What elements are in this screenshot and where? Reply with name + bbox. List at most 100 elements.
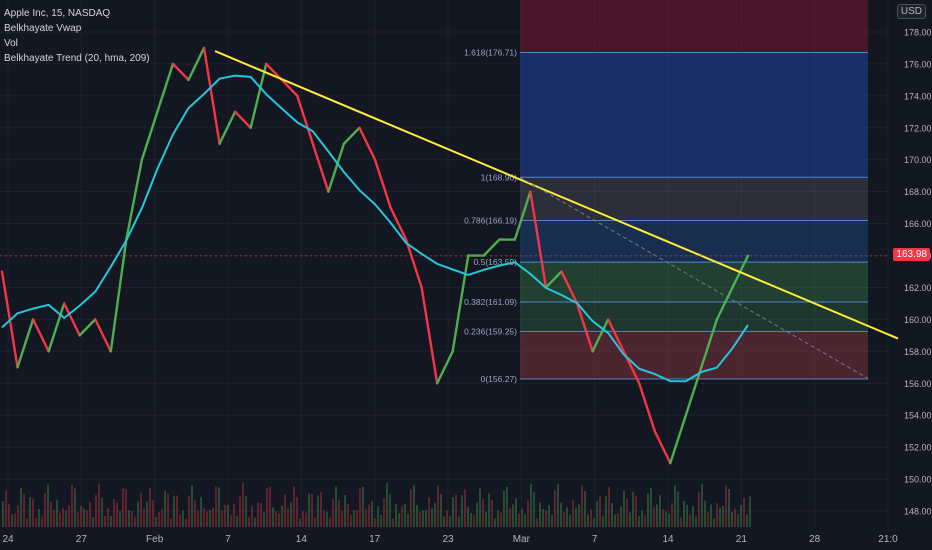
volume-bar [86,510,88,527]
volume-bar [164,490,166,527]
volume-bar [509,507,511,527]
price-segment [451,254,470,353]
volume-bar [155,516,157,527]
volume-bar [71,485,73,527]
volume-bar [479,488,481,527]
volume-bar [194,500,196,527]
volume-bar [707,512,709,527]
volume-bar [290,502,292,527]
volume-bar [722,505,724,527]
y-tick-label: 162.00 [904,283,932,293]
fib-level-label: 0.236(159.25) [464,326,517,336]
volume-bar [53,509,55,527]
volume-bar [518,513,520,527]
volume-bar [20,487,22,527]
volume-bar [344,495,346,527]
fib-level-label: 0.382(161.09) [464,297,517,307]
volume-bar [263,512,265,527]
fib-level-label: 0.786(166.19) [464,216,517,226]
y-tick-label: 148.00 [904,507,932,517]
volume-bar [662,509,664,527]
volume-bar [41,516,43,527]
currency-button[interactable]: USD [896,4,926,19]
price-segment [94,318,112,353]
price-segment [109,238,128,353]
price-segment [202,46,221,145]
price-segment [218,110,237,145]
legend-trend[interactable]: Belkhayate Trend (20, hma, 209) [4,53,150,64]
volume-bar [212,507,214,527]
volume-bar [176,495,178,527]
volume-bar [665,511,667,527]
price-segment [700,318,719,369]
volume-bar [575,507,577,527]
volume-bar [464,489,466,527]
volume-bar [650,487,652,527]
price-segment [435,350,454,385]
volume-bar [512,504,514,527]
price-segment [575,302,594,353]
volume-bar [419,511,421,527]
volume-bar [623,490,625,527]
fib-zone [520,262,868,302]
volume-bar [191,485,193,527]
volume-bar [332,499,334,527]
volume-bar [317,495,319,527]
volume-bar [128,510,130,527]
volume-bar [35,518,37,527]
volume-bar [542,509,544,527]
volume-bar [737,514,739,527]
volume-bar [89,502,91,527]
volume-bar [488,493,490,527]
legend-volume[interactable]: Vol [4,38,18,49]
legend-symbol[interactable]: Apple Inc, 15, NASDAQ [4,8,111,19]
volume-bar [641,510,643,527]
volume-bar [113,498,115,527]
price-segment [171,62,190,82]
volume-bar [533,492,535,527]
volume-bar [257,502,259,527]
volume-bar [569,514,571,527]
volume-bar [401,506,403,527]
volume-bar [731,511,733,527]
price-segment [78,318,97,337]
volume-bar [710,504,712,527]
volume-bar [152,500,154,527]
y-tick-label: 156.00 [904,379,932,389]
y-tick-label: 174.00 [904,91,932,101]
volume-bar [554,490,556,527]
volume-bar [230,515,232,527]
volume-bar [398,513,400,527]
volume-bar [749,496,751,527]
volume-bar [626,498,628,527]
price-segment [233,110,252,129]
price-segment [544,270,563,289]
volume-bar [137,501,139,527]
legend-vwap[interactable]: Belkhayate Vwap [4,23,82,34]
volume-bar [302,511,304,527]
volume-bar [743,497,745,527]
volume-bar [341,510,343,527]
volume-bar [476,502,478,527]
volume-bar [644,515,646,527]
volume-bar [23,493,25,527]
volume-bar [653,506,655,527]
volume-bar [437,485,439,527]
volume-bar [281,505,283,527]
volume-bar [374,518,376,527]
price-segment [47,302,66,353]
volume-bar [746,514,748,527]
volume-bar [83,508,85,527]
y-tick-label: 176.00 [904,59,932,69]
volume-bar [632,491,634,527]
x-tick-label: 21 [736,534,748,545]
volume-bar [494,518,496,527]
price-segment [606,318,625,353]
volume-bar [74,488,76,527]
volume-bar [587,514,589,527]
volume-bar [221,510,223,527]
volume-bar [200,497,202,527]
x-tick-label: 23 [442,534,454,545]
volume-bar [254,517,256,527]
